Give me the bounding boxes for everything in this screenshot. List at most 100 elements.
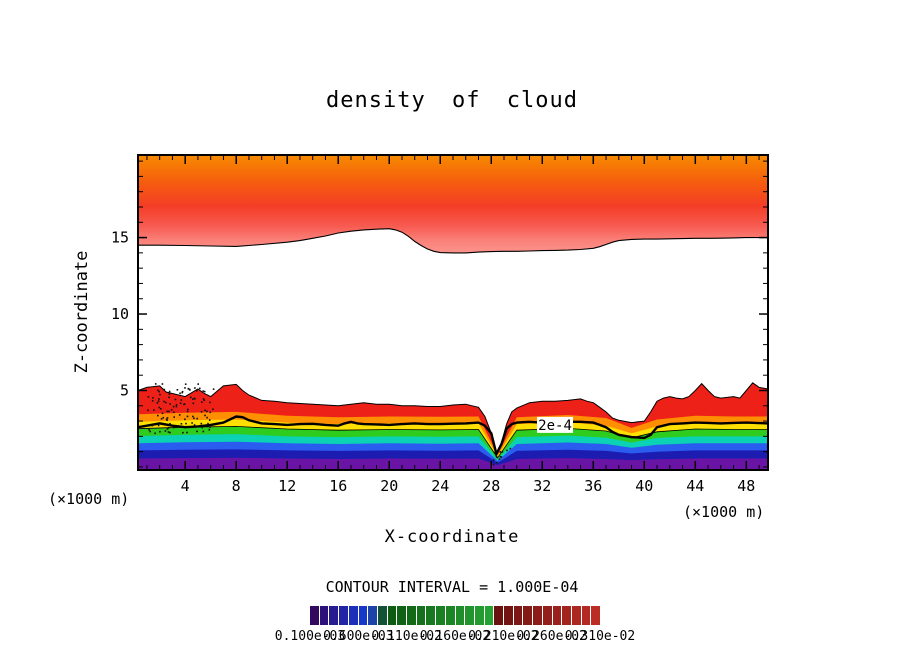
colorbar-color-step — [465, 606, 474, 625]
tick-label: 5 — [120, 381, 129, 399]
speckle-contour-dot — [193, 417, 195, 420]
speckle-contour-dot — [498, 458, 501, 460]
speckle-contour-dot — [172, 405, 175, 408]
speckle-contour-dot — [189, 396, 192, 399]
speckle-contour-dot — [180, 423, 183, 425]
colorbar-color-step — [552, 606, 562, 625]
speckle-contour-dot — [501, 451, 504, 453]
speckle-contour-dot — [167, 427, 170, 429]
tick-label: 20 — [380, 477, 398, 495]
speckle-contour-dot — [174, 398, 177, 401]
speckle-contour-dot — [208, 419, 211, 421]
speckle-contour-dot — [161, 383, 164, 385]
colorbar-color-step — [339, 606, 348, 625]
lower-cloud-layer-purple — [138, 457, 768, 470]
colorbar-color-step — [310, 606, 319, 625]
speckle-contour-dot — [178, 414, 181, 416]
colorbar-color-step — [445, 606, 455, 625]
speckle-contour-dot — [182, 431, 184, 434]
colorbar-color-step — [348, 606, 358, 625]
speckle-contour-dot — [196, 430, 198, 433]
contour-label: 2e-4 — [538, 418, 572, 434]
speckle-contour-dot — [194, 387, 196, 389]
speckle-contour-dot — [157, 424, 160, 427]
speckle-contour-dot — [206, 410, 208, 413]
speckle-contour-dot — [192, 415, 194, 418]
speckle-contour-dot — [204, 409, 206, 412]
contour-label-box — [537, 416, 574, 433]
colorbar-color-step — [455, 606, 465, 625]
speckle-contour-dot — [173, 411, 175, 413]
colorbar-tick-label: 0.100e-03 — [274, 629, 346, 644]
speckle-contour-dot — [207, 422, 209, 425]
colorbar-color-step — [591, 606, 601, 625]
speckle-contour-dot — [202, 398, 205, 400]
tick-label: 48 — [737, 477, 755, 495]
speckle-contour-dot — [189, 389, 191, 391]
speckle-contour-dot — [153, 409, 155, 411]
speckle-contour-dot — [192, 402, 195, 405]
speckle-contour-dot — [206, 416, 208, 419]
speckle-contour-dot — [157, 414, 159, 417]
tick-label: 8 — [232, 477, 241, 495]
speckle-contour-dot — [161, 412, 164, 415]
colorbar-color-step — [494, 606, 504, 625]
speckle-contour-dot — [211, 424, 213, 426]
colorbar — [310, 606, 601, 625]
speckle-contour-dot — [166, 410, 169, 413]
speckle-contour-dot — [186, 415, 189, 418]
x-axis-unit-left: (×1000 m) — [48, 490, 130, 508]
speckle-contour-dot — [154, 432, 156, 435]
tick-label: 24 — [431, 477, 449, 495]
speckle-contour-dot — [160, 408, 162, 410]
speckle-contour-dot — [162, 416, 165, 419]
colorbar-color-step — [562, 606, 571, 625]
speckle-contour-dot — [169, 422, 171, 425]
speckle-contour-dot — [492, 459, 495, 461]
speckle-contour-dot — [192, 398, 194, 400]
speckle-contour-dot — [492, 463, 495, 466]
tick-label: 12 — [278, 477, 296, 495]
speckle-contour-dot — [147, 396, 150, 398]
speckle-contour-dot — [168, 410, 170, 413]
speckle-contour-dot — [170, 409, 173, 411]
tick-label: 28 — [482, 477, 500, 495]
colorbar-color-step — [436, 606, 445, 625]
tick-label: 40 — [635, 477, 653, 495]
speckle-contour-dot — [166, 419, 168, 421]
colorbar-tick-label: 0.160e-02 — [419, 629, 491, 644]
speckle-contour-dot — [201, 426, 203, 429]
speckle-contour-dot — [186, 431, 188, 434]
colorbar-color-step — [484, 606, 494, 625]
tick-label: 36 — [584, 477, 602, 495]
colorbar-color-step — [377, 606, 387, 625]
speckle-contour-dot — [199, 387, 201, 390]
colorbar-tick-label: 0.110e-02 — [371, 629, 442, 644]
speckle-contour-dot — [197, 383, 199, 385]
colorbar-color-step — [581, 606, 591, 625]
colorbar-color-step — [504, 606, 513, 625]
speckle-contour-dot — [149, 430, 151, 433]
speckle-contour-dot — [187, 387, 190, 390]
speckle-contour-dot — [506, 449, 508, 452]
speckle-contour-dot — [181, 390, 184, 393]
speckle-contour-dot — [166, 428, 169, 430]
speckle-contour-dot — [495, 456, 498, 458]
speckle-contour-dot — [147, 409, 149, 412]
speckle-contour-dot — [179, 392, 181, 395]
x-axis-label: X-coordinate — [384, 527, 520, 547]
colorbar-color-step — [368, 606, 377, 625]
speckle-contour-dot — [165, 401, 167, 404]
speckle-contour-dot — [499, 451, 502, 453]
speckle-contour-dot — [168, 390, 171, 393]
colorbar-color-step — [329, 606, 339, 625]
speckle-contour-dot — [202, 390, 204, 392]
tick-label: 44 — [686, 477, 704, 495]
speckle-contour-dot — [193, 424, 196, 426]
speckle-contour-dot — [208, 428, 211, 431]
speckle-contour-dot — [209, 426, 211, 428]
colorbar-tick-label: 0.260e-02 — [516, 629, 587, 644]
speckle-contour-dot — [179, 402, 182, 405]
upper-cloud-band — [138, 155, 768, 253]
colorbar-color-step — [319, 606, 329, 625]
